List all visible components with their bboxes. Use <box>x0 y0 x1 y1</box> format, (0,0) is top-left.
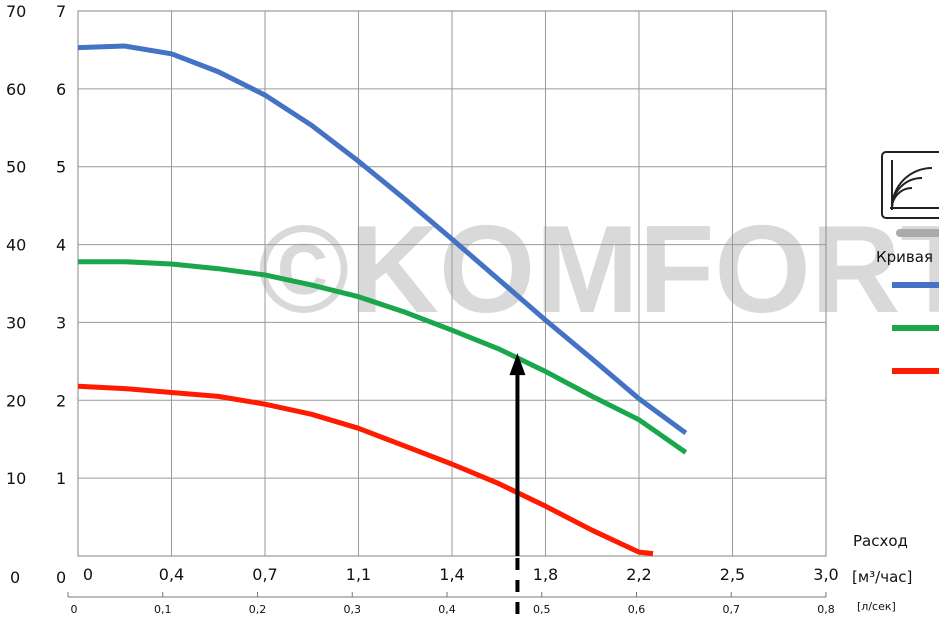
curve-icon <box>881 151 939 219</box>
x-tick-label-secondary: 0,2 <box>249 603 267 616</box>
series-line-2 <box>78 259 688 455</box>
x-tick-label-secondary: 0,8 <box>817 603 835 616</box>
series-line-1 <box>77 43 688 436</box>
y-tick-label-inner: 4 <box>56 236 66 255</box>
y-tick-label-inner: 1 <box>56 469 66 488</box>
y-tick-label-inner: 2 <box>56 391 66 410</box>
series-lines <box>77 43 688 557</box>
x-tick-label-secondary: 0,6 <box>628 603 646 616</box>
x-tick-label-secondary: 0,1 <box>154 603 172 616</box>
y-tick-label-outer: 40 <box>6 236 26 255</box>
x-axis-label: Расход <box>853 532 908 550</box>
x-tick-label-primary: 0,4 <box>159 565 184 584</box>
series-line-3 <box>77 383 654 557</box>
x-tick-label-primary: 1,8 <box>533 565 558 584</box>
legend: Кривая <box>876 151 939 374</box>
legend-title: Кривая <box>876 248 933 266</box>
x-tick-label-secondary: 0,3 <box>344 603 362 616</box>
x-tick-label-secondary: 0 <box>71 603 78 616</box>
y-tick-label-inner: 0 <box>56 568 66 587</box>
x-tick-label-primary: 1,1 <box>346 565 371 584</box>
x-tick-label-primary: 2,2 <box>626 565 651 584</box>
x-tick-label-secondary: 0,5 <box>533 603 551 616</box>
y-tick-label-outer: 30 <box>6 313 26 332</box>
y-tick-label-outer: 10 <box>6 469 26 488</box>
x-unit-secondary: [л/сек] <box>857 600 896 613</box>
y-tick-label-outer: 0 <box>10 568 20 587</box>
operating-point-marker <box>509 353 526 619</box>
y-tick-label-inner: 7 <box>56 2 66 21</box>
y-tick-labels: 0 10 20 30 40 50 60 70 0 1 2 3 4 5 6 7 <box>6 2 66 587</box>
x-tick-label-secondary: 0,4 <box>438 603 456 616</box>
y-tick-label-outer: 20 <box>6 391 26 410</box>
x-tick-label-primary: 1,4 <box>439 565 464 584</box>
x-unit-primary: [м³/час] <box>852 568 912 586</box>
y-tick-label-outer: 70 <box>6 2 26 21</box>
x-tick-label-primary: 0,7 <box>252 565 277 584</box>
operating-point-arrow-head <box>509 353 526 376</box>
y-tick-label-outer: 60 <box>6 80 26 99</box>
y-tick-label-inner: 3 <box>56 313 66 332</box>
y-tick-label-inner: 5 <box>56 158 66 177</box>
y-tick-label-inner: 6 <box>56 80 66 99</box>
x-tick-label-primary: 0 <box>83 565 93 584</box>
x-tick-label-primary: 2,5 <box>720 565 745 584</box>
x-tick-label-primary: 3,0 <box>813 565 838 584</box>
y-tick-label-outer: 50 <box>6 158 26 177</box>
x-tick-label-secondary: 0,7 <box>723 603 741 616</box>
watermark: ©KOMFORT <box>258 201 939 339</box>
x-tick-labels: 0 0,4 0,7 1,1 1,4 1,8 2,2 2,5 3,0 0 0,1 0,2 0,3 0,4 0,… <box>71 565 839 616</box>
